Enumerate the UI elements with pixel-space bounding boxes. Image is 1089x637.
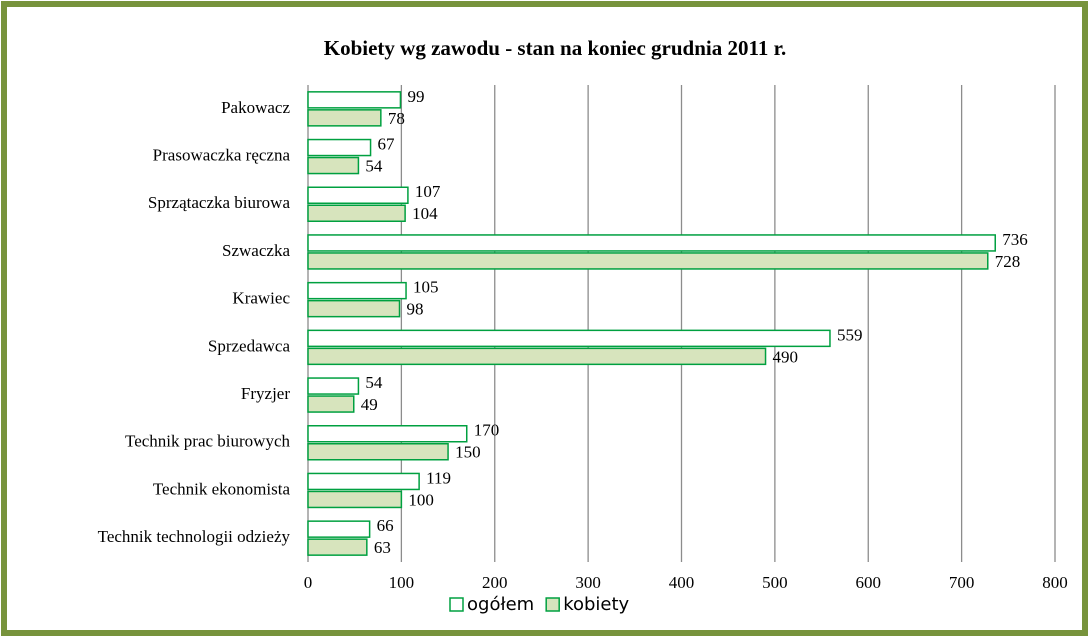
x-tick-label: 400 xyxy=(669,573,695,592)
x-tick-label: 0 xyxy=(304,573,313,592)
x-tick-label: 600 xyxy=(856,573,882,592)
data-label: 107 xyxy=(415,182,441,201)
chart-title: Kobiety wg zawodu - stan na koniec grudn… xyxy=(324,36,786,60)
bar xyxy=(307,234,996,252)
data-label: 99 xyxy=(407,87,424,106)
bar xyxy=(307,109,382,127)
y-tick-label: Szwaczka xyxy=(222,241,290,260)
data-label: 736 xyxy=(1002,230,1028,249)
y-tick-label: Fryzjer xyxy=(241,384,290,403)
data-label: 105 xyxy=(413,278,439,297)
legend-swatch xyxy=(545,597,560,612)
data-label: 728 xyxy=(995,252,1021,271)
bar xyxy=(307,395,355,413)
x-tick-label: 500 xyxy=(762,573,788,592)
x-tick-label: 200 xyxy=(482,573,508,592)
legend-swatch xyxy=(449,597,464,612)
x-tick-label: 300 xyxy=(575,573,601,592)
bar xyxy=(307,204,406,222)
data-label: 54 xyxy=(365,156,383,175)
y-tick-label: Krawiec xyxy=(232,289,290,308)
bar xyxy=(307,347,767,366)
bar xyxy=(307,156,360,175)
data-label: 54 xyxy=(365,373,383,392)
data-label: 66 xyxy=(377,516,394,535)
bar xyxy=(307,538,368,556)
bar xyxy=(307,490,403,509)
bar xyxy=(307,281,407,300)
bar xyxy=(307,377,360,395)
data-label: 100 xyxy=(408,490,434,509)
bar xyxy=(307,472,420,491)
data-label: 49 xyxy=(361,395,378,414)
data-label: 490 xyxy=(773,347,799,366)
bar xyxy=(307,443,449,461)
y-tick-label: Technik technologii odzieży xyxy=(98,527,291,546)
legend-label: kobiety xyxy=(563,594,629,615)
data-label: 104 xyxy=(412,204,438,223)
bar xyxy=(307,299,401,318)
x-tick-label: 100 xyxy=(389,573,415,592)
x-tick-label: 800 xyxy=(1042,573,1068,592)
y-tick-label: Technik prac biurowych xyxy=(125,432,290,451)
data-label: 67 xyxy=(378,134,396,153)
bar xyxy=(307,186,409,204)
data-label: 170 xyxy=(474,421,500,440)
y-tick-label: Pakowacz xyxy=(221,98,290,117)
data-label: 119 xyxy=(426,468,451,487)
data-label: 559 xyxy=(837,325,863,344)
data-label: 78 xyxy=(388,109,405,128)
bar xyxy=(307,91,402,109)
data-label: 150 xyxy=(455,443,481,462)
x-tick-label: 700 xyxy=(949,573,975,592)
y-tick-label: Prasowaczka ręczna xyxy=(153,145,291,164)
legend-label: ogółem xyxy=(467,594,534,615)
bar xyxy=(307,329,831,348)
y-tick-label: Technik ekonomista xyxy=(153,479,291,498)
bar xyxy=(307,138,372,157)
bar xyxy=(307,252,989,270)
data-label: 98 xyxy=(407,300,424,319)
bar xyxy=(307,425,468,443)
bar xyxy=(307,520,371,538)
y-tick-label: Sprzątaczka biurowa xyxy=(148,193,291,212)
data-label: 63 xyxy=(374,538,391,557)
y-tick-label: Sprzedawca xyxy=(208,336,291,355)
